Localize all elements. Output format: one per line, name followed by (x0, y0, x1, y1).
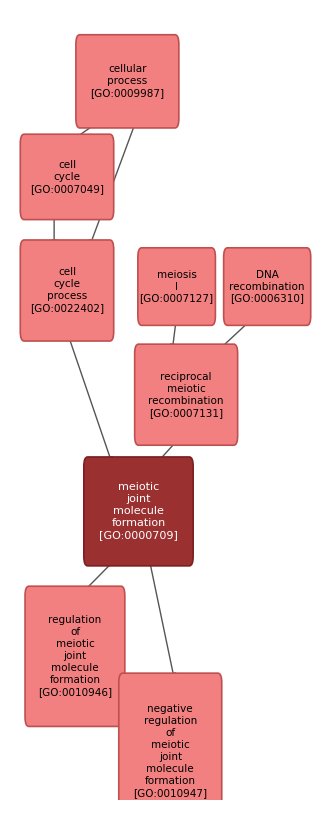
FancyBboxPatch shape (138, 248, 215, 326)
Text: meiosis
I
[GO:0007127]: meiosis I [GO:0007127] (140, 269, 214, 304)
Text: reciprocal
meiotic
recombination
[GO:0007131]: reciprocal meiotic recombination [GO:000… (148, 371, 224, 418)
Text: DNA
recombination
[GO:0006310]: DNA recombination [GO:0006310] (229, 269, 305, 304)
Text: cellular
process
[GO:0009987]: cellular process [GO:0009987] (90, 64, 165, 99)
Text: meiotic
joint
molecule
formation
[GO:0000709]: meiotic joint molecule formation [GO:000… (99, 482, 178, 540)
FancyBboxPatch shape (224, 248, 311, 326)
FancyBboxPatch shape (25, 586, 125, 726)
FancyBboxPatch shape (84, 457, 193, 565)
FancyBboxPatch shape (119, 673, 222, 816)
Text: cell
cycle
process
[GO:0022402]: cell cycle process [GO:0022402] (30, 268, 104, 313)
Text: cell
cycle
[GO:0007049]: cell cycle [GO:0007049] (30, 160, 104, 194)
Text: regulation
of
meiotic
joint
molecule
formation
[GO:0010946]: regulation of meiotic joint molecule for… (38, 615, 112, 698)
Text: negative
regulation
of
meiotic
joint
molecule
formation
[GO:0010947]: negative regulation of meiotic joint mol… (133, 704, 207, 798)
FancyBboxPatch shape (135, 344, 238, 446)
FancyBboxPatch shape (20, 240, 114, 341)
FancyBboxPatch shape (20, 134, 114, 220)
FancyBboxPatch shape (76, 35, 179, 128)
